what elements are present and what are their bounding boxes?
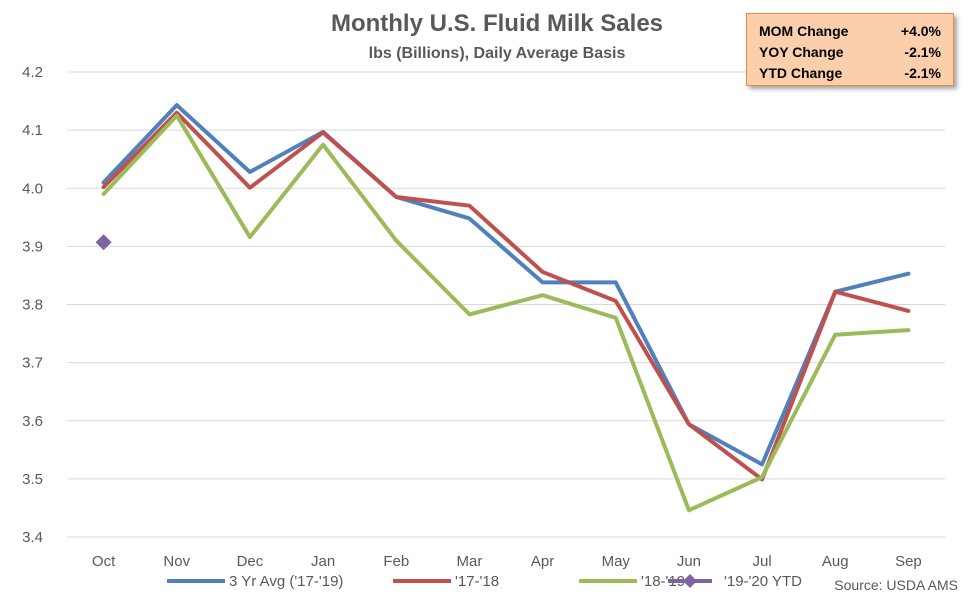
legend-label: '17-'18 bbox=[455, 573, 499, 590]
y-tick-label: 4.0 bbox=[22, 180, 43, 197]
series-lines bbox=[95, 103, 911, 513]
callout-row-yoy: YOY Change -2.1% bbox=[759, 42, 941, 63]
y-tick-label: 3.7 bbox=[22, 355, 43, 372]
y-tick-label: 3.8 bbox=[22, 297, 43, 314]
mom-value: +4.0% bbox=[900, 23, 941, 39]
y-tick-label: 3.6 bbox=[22, 413, 43, 430]
mom-label: MOM Change bbox=[759, 23, 849, 39]
callout-row-mom: MOM Change +4.0% bbox=[759, 21, 941, 42]
x-tick-label: Jul bbox=[752, 553, 771, 570]
x-axis-ticks: Oct Nov Dec Jan Feb Mar Apr May Jun Jul Aug Sep bbox=[92, 553, 922, 570]
source-note: Source: USDA AMS bbox=[834, 577, 958, 593]
series-line-1 bbox=[101, 110, 911, 482]
y-axis-ticks: 3.4 3.5 3.6 3.7 3.8 3.9 4.0 4.1 4.2 bbox=[22, 64, 43, 546]
x-tick-label: Oct bbox=[92, 553, 116, 570]
change-callout-box: MOM Change +4.0% YOY Change -2.1% YTD Ch… bbox=[746, 13, 954, 86]
legend-label: '19-'20 YTD bbox=[724, 573, 802, 590]
y-tick-label: 3.9 bbox=[22, 238, 43, 255]
chart-title: Monthly U.S. Fluid Milk Sales bbox=[331, 10, 663, 37]
x-tick-label: Mar bbox=[456, 553, 482, 570]
legend-marker bbox=[683, 574, 697, 588]
series-line-2 bbox=[101, 113, 911, 513]
series-line-0 bbox=[101, 103, 911, 467]
ytd-label: YTD Change bbox=[759, 65, 843, 81]
x-tick-label: Sep bbox=[895, 553, 922, 570]
legend-label: '18-'19 bbox=[641, 573, 685, 590]
series-point bbox=[95, 234, 112, 251]
yoy-label: YOY Change bbox=[759, 44, 844, 60]
y-tick-label: 4.1 bbox=[22, 122, 43, 139]
x-tick-label: May bbox=[602, 553, 631, 570]
x-tick-label: Jun bbox=[677, 553, 701, 570]
callout-row-ytd: YTD Change -2.1% bbox=[759, 63, 941, 84]
legend-label: 3 Yr Avg ('17-'19) bbox=[229, 573, 343, 590]
x-tick-label: Aug bbox=[822, 553, 849, 570]
x-tick-label: Apr bbox=[531, 553, 554, 570]
ytd-value: -2.1% bbox=[904, 65, 941, 81]
yoy-value: -2.1% bbox=[904, 44, 941, 60]
y-tick-label: 3.4 bbox=[22, 529, 43, 546]
x-tick-label: Dec bbox=[237, 553, 264, 570]
x-tick-label: Jan bbox=[311, 553, 335, 570]
legend: 3 Yr Avg ('17-'19) '17-'18 '18-'19 '19-'20 … bbox=[167, 573, 802, 590]
y-tick-label: 4.2 bbox=[22, 64, 43, 81]
chart-subtitle: lbs (Billions), Daily Average Basis bbox=[369, 45, 626, 62]
x-tick-label: Feb bbox=[383, 553, 409, 570]
y-tick-label: 3.5 bbox=[22, 471, 43, 488]
x-tick-label: Nov bbox=[163, 553, 190, 570]
